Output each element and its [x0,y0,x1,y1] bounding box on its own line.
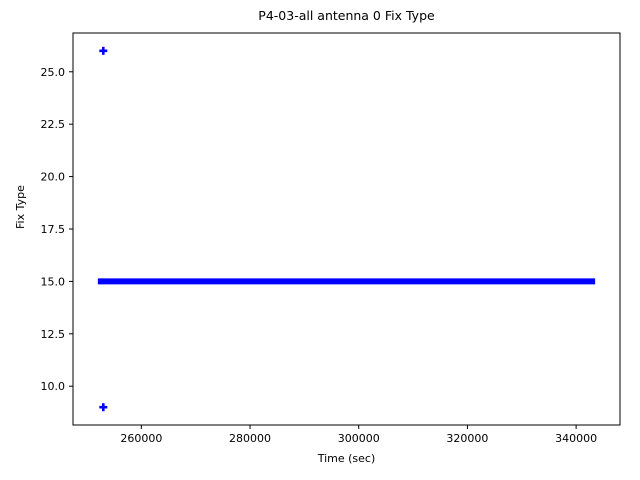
x-tick-label: 260000 [120,432,162,445]
y-tick-label: 12.5 [41,328,66,341]
y-tick-label: 10.0 [41,380,66,393]
y-tick-label: 15.0 [41,275,66,288]
axes-box [72,32,621,426]
x-axis-label: Time (sec) [317,452,376,465]
chart-title: P4-03-all antenna 0 Fix Type [258,8,435,23]
y-tick-label: 22.5 [41,118,66,131]
x-tick-label: 340000 [555,432,597,445]
x-tick-label: 300000 [338,432,380,445]
y-tick-label: 25.0 [41,66,66,79]
y-tick-label: 20.0 [41,171,66,184]
x-tick-label: 280000 [229,432,271,445]
x-tick-label: 320000 [446,432,488,445]
data-point-plus-marker [99,403,108,412]
y-tick-label: 17.5 [41,223,66,236]
data-point-plus-marker [99,46,108,55]
